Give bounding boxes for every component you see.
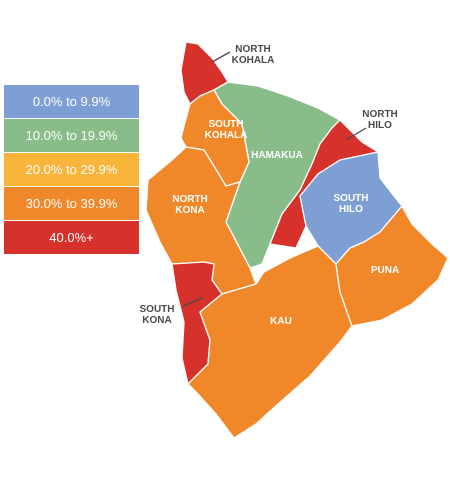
- label-south-kohala-line1: SOUTH: [209, 119, 244, 130]
- legend-item-20-30: 20.0% to 29.9%: [4, 153, 139, 186]
- label-north-kona-line2: KONA: [175, 205, 204, 216]
- label-north-kohala-line2: KOHALA: [232, 55, 275, 66]
- label-south-hilo: SOUTH HILO: [334, 193, 369, 215]
- label-south-kona-line1: SOUTH: [140, 304, 175, 315]
- label-north-hilo-line2: HILO: [368, 120, 392, 131]
- label-hamakua: HAMAKUA: [251, 150, 303, 161]
- legend-label: 10.0% to 19.9%: [25, 128, 118, 143]
- region-puna[interactable]: [335, 205, 449, 327]
- label-south-hilo-line1: SOUTH: [334, 193, 369, 204]
- label-north-hilo: NORTH HILO: [362, 109, 398, 131]
- label-south-kohala: SOUTH KOHALA: [205, 119, 248, 141]
- label-north-kona-line1: NORTH: [172, 194, 208, 205]
- label-south-kohala-line2: KOHALA: [205, 130, 248, 141]
- label-kau: KAU: [270, 316, 292, 327]
- legend-item-0-10: 0.0% to 9.9%: [4, 85, 139, 118]
- north-kohala-leader: [211, 51, 231, 63]
- label-north-hilo-line1: NORTH: [362, 109, 398, 120]
- south-kona-leader: [182, 297, 203, 307]
- legend-item-30-40: 30.0% to 39.9%: [4, 187, 139, 220]
- label-north-kona: NORTH KONA: [172, 194, 208, 216]
- legend-label: 40.0%+: [49, 230, 94, 245]
- legend-label: 20.0% to 29.9%: [25, 162, 118, 177]
- legend-item-10-20: 10.0% to 19.9%: [4, 119, 139, 152]
- label-north-kohala: NORTH KOHALA: [232, 44, 275, 66]
- label-puna: PUNA: [371, 265, 399, 276]
- legend: 0.0% to 9.9% 10.0% to 19.9% 20.0% to 29.…: [4, 85, 139, 255]
- north-hilo-leader: [345, 127, 367, 141]
- label-south-kona-line2: KONA: [142, 315, 171, 326]
- legend-label: 30.0% to 39.9%: [25, 196, 118, 211]
- label-south-hilo-line2: HILO: [339, 204, 363, 215]
- legend-label: 0.0% to 9.9%: [32, 94, 111, 109]
- label-south-kona: SOUTH KONA: [140, 304, 175, 326]
- region-kau[interactable]: [187, 245, 353, 439]
- label-north-kohala-line1: NORTH: [235, 44, 271, 55]
- legend-item-40-plus: 40.0%+: [4, 221, 139, 254]
